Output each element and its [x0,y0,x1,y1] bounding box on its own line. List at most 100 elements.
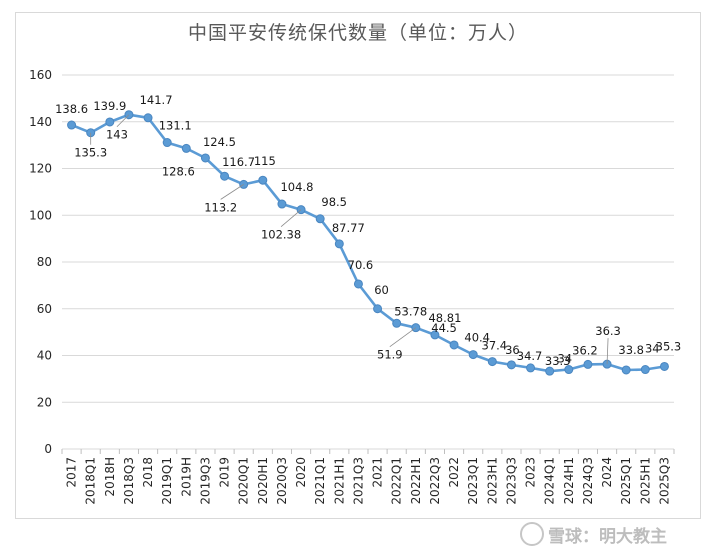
data-label: 115 [254,154,276,168]
data-label: 141.7 [140,93,173,107]
x-tick-label: 2025Q1 [619,457,633,505]
data-point [430,330,440,340]
data-point [449,340,459,350]
x-tick-label: 2020Q3 [275,457,289,505]
chart-frame [15,12,701,519]
x-tick-label: 2018H [103,457,117,497]
x-tick-label: 2020Q1 [237,457,251,505]
y-tick-label: 0 [44,442,52,456]
x-tick-label: 2019Q1 [160,457,174,505]
x-tick-label: 2021 [371,457,385,488]
x-tick-label: 2019Q3 [198,457,212,505]
series-line [71,113,665,373]
data-point [220,171,230,181]
data-point [334,239,344,249]
data-label: 139.9 [93,99,126,113]
data-label-leader [606,338,609,365]
x-tick-label: 2020H1 [256,457,270,504]
data-point [258,175,268,185]
x-tick-label: 2018Q3 [122,457,136,505]
data-label-leader [280,209,302,227]
y-tick-label: 100 [29,208,52,222]
data-label: 128.6 [162,164,195,178]
data-point [564,365,574,375]
data-label: 113.2 [204,200,237,214]
data-label: 34 [557,352,572,366]
data-point [621,365,631,375]
x-tick-label: 2020 [294,457,308,488]
data-point [373,304,383,314]
data-label: 36.2 [572,343,598,357]
data-label: 40.4 [464,331,490,345]
data-label: 33.3 [545,354,571,368]
x-tick-label: 2021Q1 [313,457,327,505]
snowball-logo-icon [520,522,544,546]
x-tick-label: 2023Q1 [466,457,480,505]
data-point [181,143,191,153]
x-tick-label: 2024H1 [562,457,576,504]
data-label: 131.1 [159,119,192,133]
data-label: 48.81 [428,311,461,325]
data-label: 34.7 [517,349,543,363]
data-label: 44.5 [431,321,457,335]
x-tick-label: 2022H1 [409,457,423,504]
chart-title: 中国平安传统保代数量（单位：万人） [187,22,528,44]
x-tick-label: 2024Q3 [581,457,595,505]
data-label: 37.4 [482,339,508,353]
x-tick-label: 2022Q1 [390,457,404,505]
data-label: 143 [106,128,128,142]
data-label: 102.38 [261,228,301,242]
x-tick-label: 2021H1 [332,457,346,504]
x-tick-label: 2023 [524,457,538,488]
x-tick-label: 2017 [65,457,79,488]
data-point [315,214,325,224]
data-point [277,199,287,209]
y-axis: 0 20 40 60 80 100 120 140 160 [29,68,52,456]
gridlines [62,74,674,450]
data-label: 36 [505,343,520,357]
data-label: 35.3 [656,339,682,353]
x-tick-label: 2023Q3 [504,457,518,505]
data-label: 104.8 [280,180,313,194]
x-tick-label: 2025H1 [638,457,652,504]
data-point [640,365,650,375]
x-tick-label: 2018 [141,457,155,488]
y-tick-label: 140 [29,115,52,129]
data-point [162,138,172,148]
data-label: 33.8 [618,343,644,357]
data-point [200,153,210,163]
x-tick-label: 2024 [600,457,614,488]
x-tick-label: 2021Q3 [351,457,365,505]
data-point [526,363,536,373]
x-axis: 2017 2018Q1 2018H 2018Q3 2018 2019Q1 2019H 2019… [61,449,675,505]
data-label: 124.5 [203,135,236,149]
x-tick-label: 2025Q3 [657,457,671,505]
data-label-leader [220,184,244,200]
y-tick-label: 80 [37,255,52,269]
data-label: 70.6 [348,258,374,272]
x-tick-label: 2023H1 [485,457,499,504]
y-tick-label: 40 [37,349,52,363]
data-point [468,350,478,360]
x-tick-label: 2018Q1 [84,457,98,505]
x-tick-label: 2019 [218,457,232,488]
y-tick-label: 20 [37,395,52,409]
data-label: 116.7 [222,155,255,169]
data-point [353,279,363,289]
data-point [143,113,153,123]
x-tick-label: 2019H [179,457,193,497]
data-point [545,366,555,376]
data-point [105,117,115,127]
data-label: 87.77 [332,221,365,235]
data-label-leader [389,327,417,348]
data-label: 51.9 [377,348,403,362]
data-label: 34 [645,342,660,356]
data-label: 135.3 [74,146,107,160]
data-point [487,357,497,367]
y-tick-label: 60 [37,302,52,316]
data-label: 53.78 [394,304,427,318]
data-label: 36.3 [595,324,621,338]
data-label: 60 [374,283,389,297]
x-tick-label: 2022 [447,457,461,488]
